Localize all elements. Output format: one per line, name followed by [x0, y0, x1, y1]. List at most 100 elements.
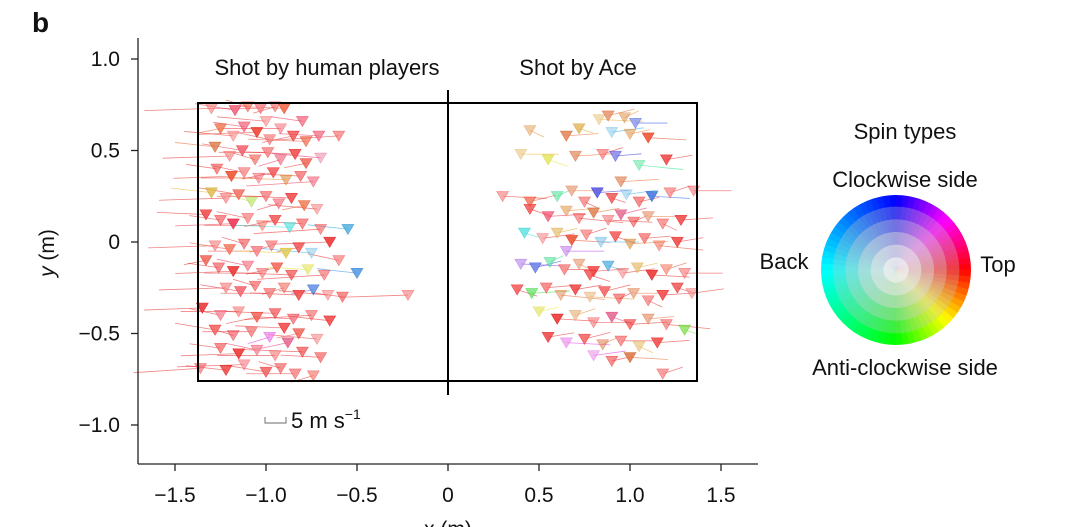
x-tick-label: 0 [442, 484, 454, 507]
ace-shot-point [539, 282, 553, 294]
human-shot-point [304, 310, 319, 322]
ace-shot-point [528, 262, 542, 274]
ace-velocity-line [593, 350, 626, 356]
human-shot-point [237, 238, 251, 250]
wheel-segment [885, 261, 896, 270]
ace-shot-point [685, 288, 699, 300]
human-shot-point [277, 282, 291, 294]
human-shot-point [268, 308, 282, 320]
human-shot-point [263, 332, 277, 344]
ace-shot-point [616, 268, 630, 280]
wheel-segment [896, 264, 908, 270]
ace-shot-point [587, 207, 601, 219]
ace-shot-point [550, 313, 564, 325]
ace-velocity-line [584, 332, 611, 340]
ace-shot-point [523, 125, 537, 137]
ace-velocity-line [560, 294, 605, 300]
human-shot-point [252, 172, 266, 184]
human-shot-point [335, 291, 349, 303]
human-shot-point [237, 359, 251, 371]
ace-velocity-line [666, 154, 693, 161]
human-velocity-line [238, 132, 270, 140]
wheel-segment [889, 270, 896, 282]
ace-velocity-line [529, 194, 556, 203]
human-shot-point [208, 141, 222, 153]
human-velocity-line [213, 121, 245, 128]
ace-shot-point [630, 262, 644, 274]
human-shot-point [323, 315, 337, 327]
ace-shot-point [608, 150, 622, 162]
wheel-segment [886, 270, 896, 279]
ace-shot-point [652, 240, 666, 252]
ace-shot-point [619, 189, 633, 201]
human-shot-point [401, 289, 415, 302]
human-velocity-line [216, 211, 248, 219]
human-shot-point [286, 130, 300, 142]
ace-velocity-line [557, 318, 596, 322]
ace-shot-point [605, 311, 619, 324]
wheel-segment [896, 257, 900, 270]
human-shot-point [304, 247, 319, 259]
human-shot-point [248, 280, 262, 292]
human-velocity-line [171, 187, 212, 193]
legend-right-label: Top [980, 252, 1015, 277]
wheel-segment [894, 270, 897, 283]
human-shot-point [255, 268, 269, 280]
human-velocity-line [216, 116, 267, 122]
ace-shot-point [632, 196, 646, 208]
human-shot-point [286, 313, 300, 325]
human-shot-point [204, 187, 218, 199]
scale-bar-label: 5 m s−1 [291, 406, 361, 433]
ace-shot-point [532, 306, 546, 318]
human-velocity-line [256, 342, 288, 350]
human-shot-point [292, 328, 306, 340]
human-velocity-line [253, 228, 321, 234]
ace-shot-point [623, 352, 637, 364]
wheel-segment [896, 270, 905, 280]
human-velocity-line [340, 294, 408, 298]
human-shot-point [295, 116, 309, 128]
wheel-segment [885, 270, 896, 278]
human-velocity-line [187, 262, 219, 269]
ace-shot-point [565, 185, 579, 197]
wheel-segment [883, 270, 896, 274]
ace-velocity-line [657, 340, 690, 344]
ace-velocity-line [575, 284, 602, 290]
ace-shot-point [587, 350, 601, 362]
ace-velocity-line [575, 153, 614, 157]
wheel-segment [885, 262, 896, 270]
human-shot-point [235, 145, 249, 157]
ace-shot-point [632, 341, 646, 353]
ace-shot-point [627, 216, 641, 228]
human-shot-point [263, 134, 277, 146]
ace-shot-point [601, 110, 615, 122]
ace-shot-point [641, 211, 655, 223]
human-velocity-line [144, 307, 203, 311]
wheel-segment [896, 270, 909, 273]
ace-shot-point [656, 368, 670, 380]
wheel-segment [883, 268, 896, 271]
ace-velocity-line [547, 159, 569, 167]
wheel-segment [895, 257, 898, 270]
human-velocity-line [202, 143, 243, 151]
human-velocity-line [144, 108, 212, 112]
human-shot-point [232, 348, 246, 360]
ace-velocity-line [566, 133, 599, 137]
human-shot-point [310, 333, 324, 345]
human-shot-point [314, 224, 328, 236]
ace-velocity-line [648, 137, 687, 141]
wheel-segment [896, 270, 908, 276]
human-velocity-line [267, 204, 317, 210]
wheel-segment [896, 270, 908, 277]
wheel-segment [896, 270, 904, 281]
human-shot-point [310, 203, 324, 216]
ace-shot-point [594, 236, 608, 248]
ace-shot-point [559, 246, 573, 258]
human-shot-point [277, 103, 291, 115]
wheel-segment [896, 270, 901, 283]
human-shot-point [210, 163, 224, 175]
human-shot-point [244, 196, 258, 208]
ace-shot-point [596, 339, 610, 351]
human-velocity-line [246, 181, 314, 187]
